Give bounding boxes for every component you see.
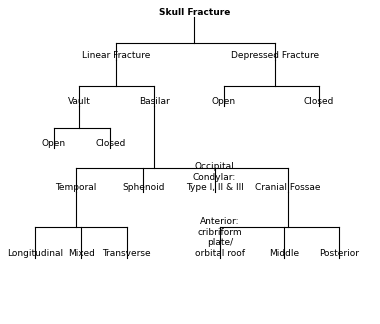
Text: Open: Open [42, 139, 66, 148]
Text: Closed: Closed [95, 139, 125, 148]
Text: Open: Open [212, 97, 236, 106]
Text: Longitudinal: Longitudinal [7, 249, 63, 258]
Text: Anterior:
cribriform
plate/
orbital roof: Anterior: cribriform plate/ orbital roof [195, 217, 245, 258]
Text: Skull Fracture: Skull Fracture [159, 8, 230, 17]
Text: Cranial Fossae: Cranial Fossae [255, 183, 320, 192]
Text: Sphenoid: Sphenoid [122, 183, 165, 192]
Text: Linear Fracture: Linear Fracture [82, 51, 150, 60]
Text: Middle: Middle [269, 249, 299, 258]
Text: Depressed Fracture: Depressed Fracture [231, 51, 319, 60]
Text: Transverse: Transverse [103, 249, 151, 258]
Text: Basilar: Basilar [139, 97, 169, 106]
Text: Occipital
Condylar:
Type I, II & III: Occipital Condylar: Type I, II & III [185, 162, 244, 192]
Text: Posterior: Posterior [319, 249, 359, 258]
Text: Temporal: Temporal [55, 183, 97, 192]
Text: Mixed: Mixed [68, 249, 95, 258]
Text: Closed: Closed [304, 97, 334, 106]
Text: Vault: Vault [68, 97, 91, 106]
